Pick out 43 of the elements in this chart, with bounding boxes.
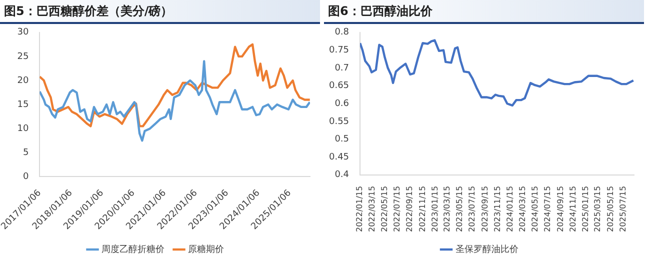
x-tick-label: 2022/01/15 bbox=[355, 186, 364, 232]
x-tick-label: 2025/05/15 bbox=[606, 186, 615, 232]
x-tick-label: 2023/07/15 bbox=[468, 186, 477, 232]
x-tick-label: 2023/01/15 bbox=[430, 186, 440, 232]
y-tick-label: 20 bbox=[17, 76, 29, 86]
x-tick-label: 2025/01/15 bbox=[581, 186, 590, 232]
chart-title: 图6：巴西醇油比价 bbox=[324, 0, 644, 24]
y-tick-label: 0 bbox=[22, 172, 29, 182]
chart-title: 图5：巴西糖醇价差（美分/磅） bbox=[0, 0, 320, 24]
x-tick-label: 2022/11/15 bbox=[418, 186, 427, 232]
x-tick-label: 2024/07/15 bbox=[543, 186, 552, 232]
x-tick-label: 2023/03/15 bbox=[442, 186, 452, 232]
x-tick-label: 2022/07/15 bbox=[392, 186, 402, 232]
x-tick-label: 2025/07/15 bbox=[618, 186, 628, 232]
x-tick-label: 2024/09/15 bbox=[556, 186, 565, 232]
y-tick-label: 0.4 bbox=[334, 170, 350, 180]
y-tick-label: 0.45 bbox=[328, 152, 350, 162]
y-tick-label: 0.5 bbox=[334, 134, 350, 145]
y-tick-label: 25 bbox=[17, 52, 29, 62]
y-tick-label: 10 bbox=[17, 124, 29, 134]
x-tick-label: 2022/05/15 bbox=[380, 186, 389, 232]
y-tick-label: 30 bbox=[17, 28, 29, 38]
x-tick-label: 2024/11/15 bbox=[568, 186, 578, 232]
legend-label: 周度乙醇折糖价 bbox=[102, 244, 164, 255]
x-tick-label: 2024/03/15 bbox=[518, 186, 527, 232]
y-tick-label: 0.75 bbox=[328, 46, 350, 56]
x-tick-label: 2022/03/15 bbox=[367, 186, 376, 232]
legend-label: 圣保罗醇油比价 bbox=[455, 244, 518, 255]
x-tick-label: 2022/09/15 bbox=[405, 186, 414, 232]
y-tick-label: 0.8 bbox=[334, 28, 350, 38]
x-tick-label: 2024/01/15 bbox=[506, 186, 515, 232]
y-tick-label: 0.7 bbox=[334, 63, 350, 74]
x-tick-label: 2023/05/15 bbox=[455, 186, 464, 232]
x-tick-label: 2025/03/15 bbox=[593, 186, 602, 232]
x-tick-label: 2023/09/15 bbox=[480, 186, 490, 232]
x-tick-label: 2023/11/15 bbox=[493, 186, 502, 232]
y-tick-label: 5 bbox=[22, 148, 29, 158]
legend-label: 原糖期价 bbox=[188, 244, 224, 255]
y-tick-label: 0.65 bbox=[328, 81, 350, 92]
y-tick-label: 0.6 bbox=[334, 98, 350, 109]
x-tick-label: 2024/05/15 bbox=[530, 186, 540, 232]
y-tick-label: 0.55 bbox=[328, 116, 350, 127]
y-tick-label: 15 bbox=[17, 100, 29, 110]
